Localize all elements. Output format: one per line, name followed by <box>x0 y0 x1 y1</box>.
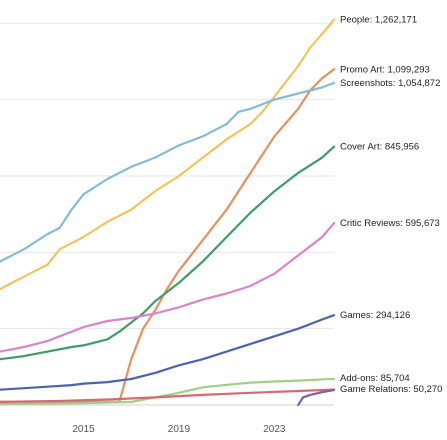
x-tick-label-0: 2015 <box>72 424 95 435</box>
end-label-promo-art: Promo Art: 1,099,293 <box>340 64 430 75</box>
series-line-promo-art <box>0 68 336 403</box>
x-tick-labels: 2015 2019 2023 <box>72 424 286 435</box>
series-end-labels: People: 1,262,171 Promo Art: 1,099,293 Scr… <box>340 15 442 395</box>
series-lines <box>0 18 336 407</box>
end-label-games: Games: 294,126 <box>340 310 410 321</box>
x-tick-label-2: 2023 <box>263 424 286 435</box>
series-line-game-relations <box>0 388 336 403</box>
series-line-critic-reviews <box>0 222 336 353</box>
end-label-people: People: 1,262,171 <box>340 15 417 26</box>
series-line-game-relations-2- <box>297 388 336 407</box>
x-tick-label-1: 2019 <box>168 424 191 435</box>
end-label-add-ons: Add-ons: 85,704 <box>340 373 410 384</box>
series-line-screenshots <box>0 81 336 263</box>
end-label-screenshots: Screenshots: 1,054,872 <box>340 78 440 89</box>
y-gridlines <box>0 22 334 330</box>
end-label-critic-reviews: Critic Reviews: 595,673 <box>340 218 440 229</box>
series-line-games <box>0 314 336 391</box>
series-line-cover-art <box>0 145 336 361</box>
end-label-game-relations: Game Relations: 50,270 <box>340 384 442 395</box>
end-label-cover-art: Cover Art: 845,956 <box>340 142 419 153</box>
series-line-people <box>0 18 336 291</box>
series-line-add-ons <box>0 377 336 406</box>
